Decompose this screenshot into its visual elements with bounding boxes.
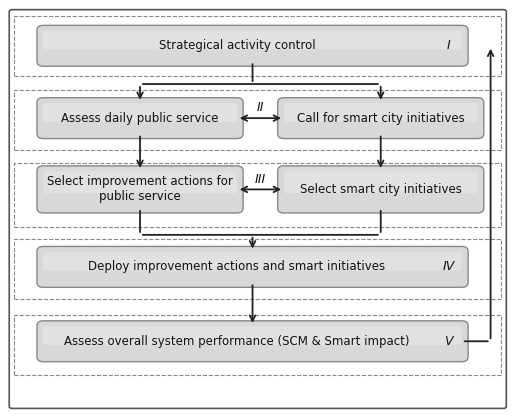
FancyBboxPatch shape bbox=[43, 171, 237, 193]
FancyBboxPatch shape bbox=[43, 103, 237, 122]
FancyBboxPatch shape bbox=[37, 246, 468, 287]
Text: Assess overall system performance (SCM & Smart impact): Assess overall system performance (SCM &… bbox=[64, 335, 410, 348]
Text: Deploy improvement actions and smart initiatives: Deploy improvement actions and smart ini… bbox=[88, 260, 386, 273]
Text: III: III bbox=[255, 173, 266, 186]
Text: V: V bbox=[444, 335, 453, 348]
FancyBboxPatch shape bbox=[37, 166, 243, 213]
Text: Select improvement actions for
public service: Select improvement actions for public se… bbox=[47, 176, 233, 203]
FancyBboxPatch shape bbox=[43, 252, 462, 270]
FancyBboxPatch shape bbox=[37, 98, 243, 139]
Text: Select smart city initiatives: Select smart city initiatives bbox=[300, 183, 462, 196]
FancyBboxPatch shape bbox=[43, 30, 462, 50]
FancyBboxPatch shape bbox=[37, 25, 468, 66]
Text: IV: IV bbox=[442, 260, 455, 273]
Text: I: I bbox=[447, 39, 451, 52]
FancyBboxPatch shape bbox=[278, 166, 484, 213]
Text: II: II bbox=[257, 101, 264, 114]
FancyBboxPatch shape bbox=[37, 321, 468, 362]
Text: Assess daily public service: Assess daily public service bbox=[62, 111, 219, 125]
FancyBboxPatch shape bbox=[43, 326, 462, 345]
FancyBboxPatch shape bbox=[284, 103, 478, 122]
FancyBboxPatch shape bbox=[284, 171, 478, 193]
Text: Call for smart city initiatives: Call for smart city initiatives bbox=[297, 111, 464, 125]
Text: Strategical activity control: Strategical activity control bbox=[158, 39, 315, 52]
FancyBboxPatch shape bbox=[278, 98, 484, 139]
